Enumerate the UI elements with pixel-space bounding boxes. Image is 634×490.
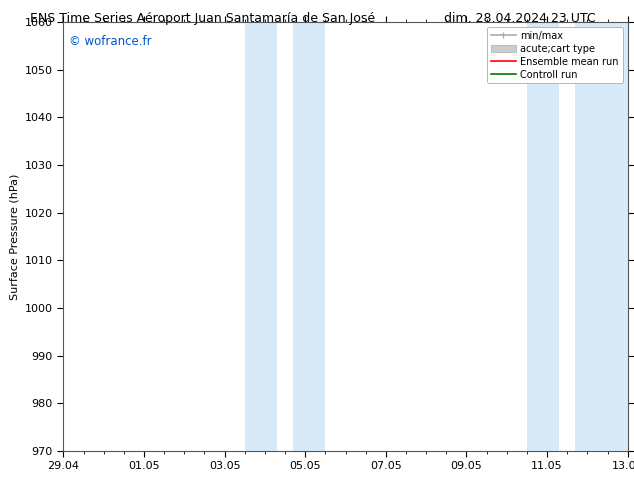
Bar <box>575 22 628 451</box>
Bar <box>293 22 325 451</box>
Bar <box>527 22 559 451</box>
Text: ENS Time Series Aéroport Juan Santamaría de San José: ENS Time Series Aéroport Juan Santamaría… <box>30 12 375 25</box>
Text: © wofrance.fr: © wofrance.fr <box>69 35 152 48</box>
Y-axis label: Surface Pressure (hPa): Surface Pressure (hPa) <box>10 173 19 299</box>
Text: dim. 28.04.2024 23 UTC: dim. 28.04.2024 23 UTC <box>444 12 596 25</box>
Legend: min/max, acute;cart type, Ensemble mean run, Controll run: min/max, acute;cart type, Ensemble mean … <box>488 27 623 83</box>
Bar <box>245 22 277 451</box>
